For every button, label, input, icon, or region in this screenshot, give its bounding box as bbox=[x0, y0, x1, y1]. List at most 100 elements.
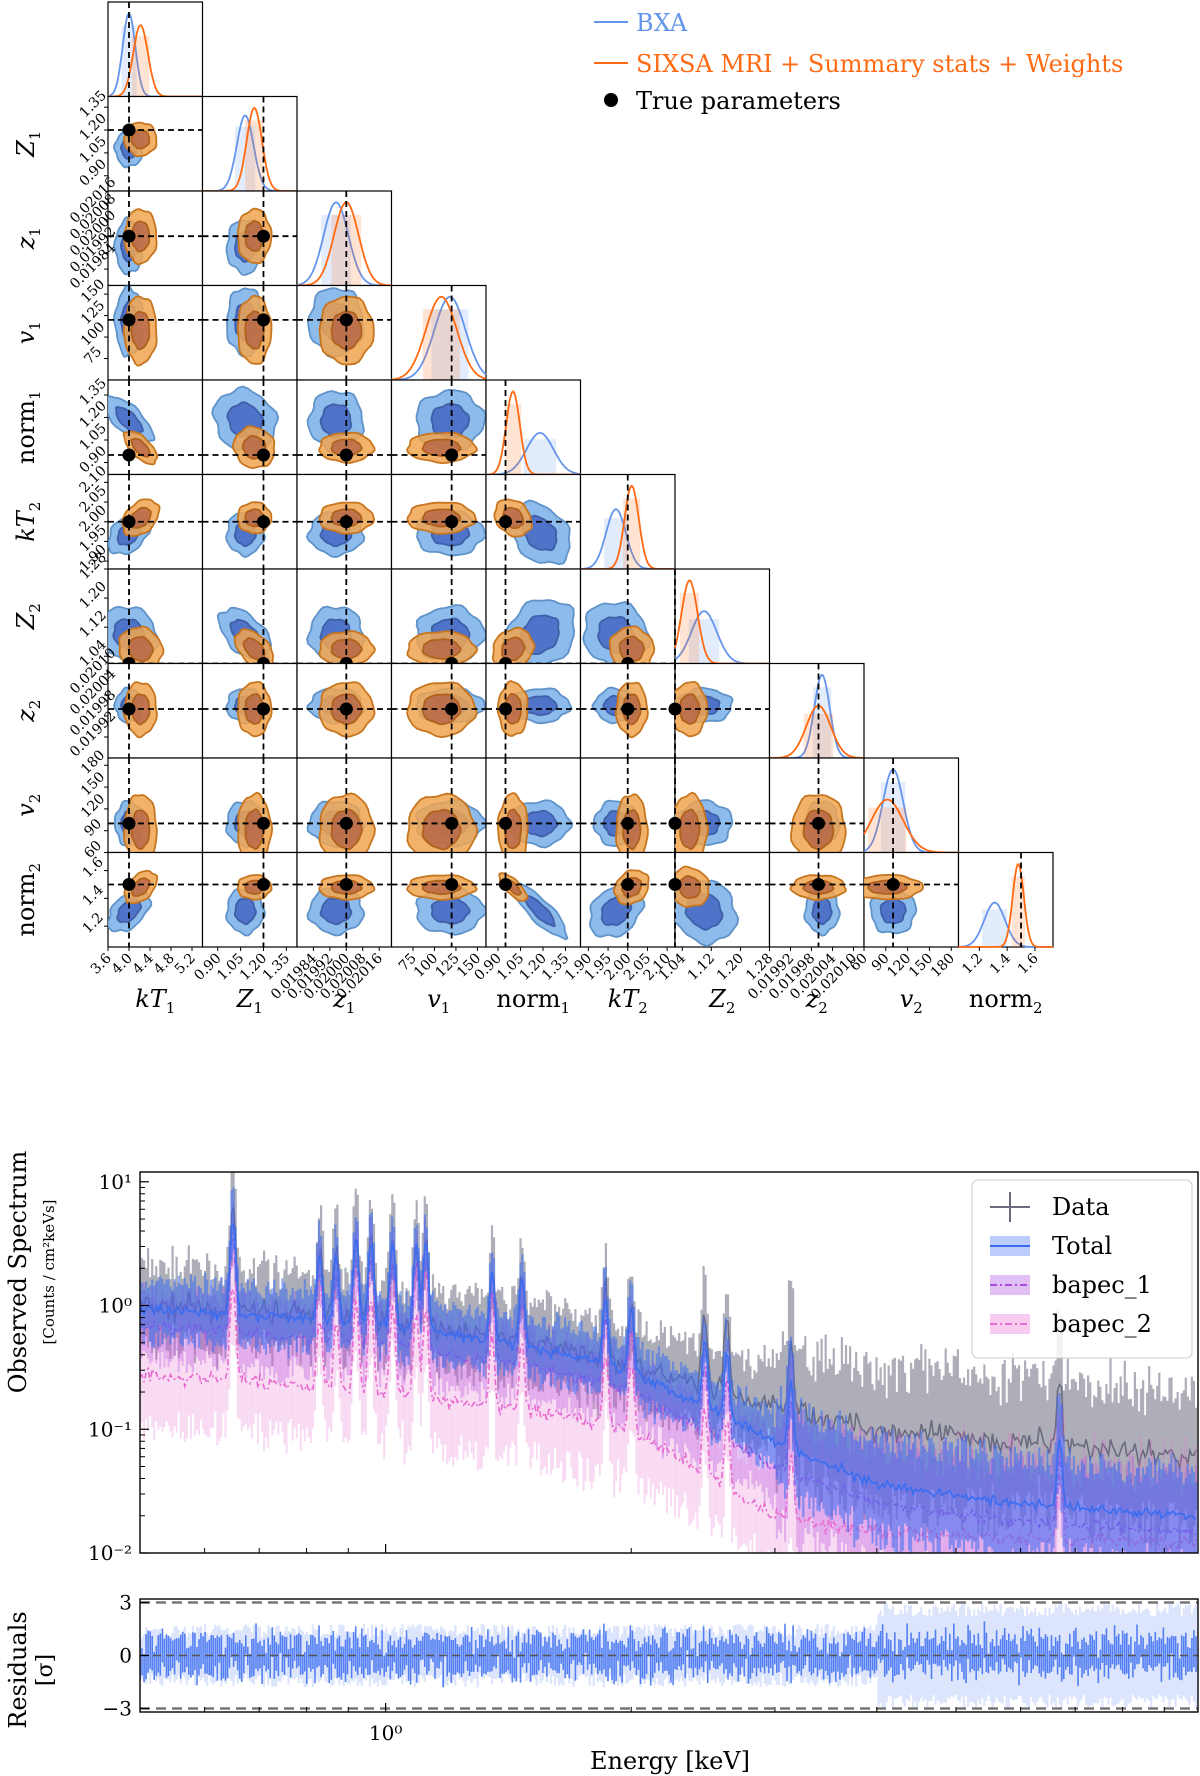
corner-legend: BXA SIXSA MRI + Summary stats + Weights … bbox=[594, 9, 1123, 115]
label-main: norm bbox=[12, 400, 40, 464]
true-value-marker bbox=[256, 816, 270, 830]
residuals-y-label: Residuals bbox=[4, 1611, 32, 1728]
sixsa-credible-band bbox=[868, 807, 907, 853]
corner-panel-norm_1-vs-kT_1 bbox=[107, 379, 204, 476]
label-sub: 1 bbox=[26, 390, 44, 400]
label-main: kT bbox=[608, 985, 641, 1013]
label-sub: 2 bbox=[913, 999, 923, 1017]
corner-panel-Z_2-vs-kT_1 bbox=[107, 568, 204, 670]
label-main: Z bbox=[708, 985, 727, 1013]
corner-panel-Z_2-vs-norm_1 bbox=[485, 568, 582, 670]
true-value-marker bbox=[256, 515, 270, 529]
sixsa-inner-contour bbox=[130, 877, 151, 897]
true-value-marker bbox=[256, 448, 270, 462]
corner-xlabel-v_2: v2 bbox=[900, 985, 923, 1017]
label-main: z bbox=[805, 985, 819, 1013]
xtick-label-Z_2: 1.20 bbox=[714, 951, 747, 984]
bxa-credible-band bbox=[982, 909, 1008, 947]
true-value-marker bbox=[621, 816, 635, 830]
spectrum-frame bbox=[139, 1171, 1199, 1554]
true-value-marker bbox=[122, 229, 136, 243]
sixsa-inner-contour bbox=[130, 310, 151, 351]
corner-panel-Z_2-vs-Z_2 bbox=[674, 568, 771, 665]
bxa-inner-contour bbox=[879, 896, 907, 925]
true-value-marker bbox=[445, 448, 459, 462]
label-sub: 1 bbox=[26, 321, 44, 331]
true-value-marker bbox=[122, 448, 136, 462]
xtick-label-norm_2: 1.4 bbox=[987, 950, 1014, 977]
panel-contours bbox=[675, 791, 734, 853]
corner-panel-norm_1-vs-Z_1 bbox=[201, 379, 298, 476]
ytick-label-v_1: 75 bbox=[81, 344, 105, 368]
label-sub: 1 bbox=[561, 999, 571, 1017]
label-sub: 1 bbox=[346, 999, 356, 1017]
legend-true-label: True parameters bbox=[636, 87, 841, 115]
label-sub: 2 bbox=[1033, 999, 1043, 1017]
ytick-label-Z_2: 1.20 bbox=[76, 579, 109, 612]
sixsa-marginal-curve bbox=[769, 704, 864, 759]
residuals-ytick-label: 0 bbox=[119, 1644, 132, 1668]
corner-panel-kT_2-vs-kT_1 bbox=[107, 473, 204, 570]
corner-panel-v_1-vs-Z_1 bbox=[201, 284, 298, 381]
label-sub: 2 bbox=[26, 794, 44, 804]
sixsa-credible-band bbox=[245, 120, 264, 191]
true-value-marker bbox=[339, 816, 353, 830]
corner-ylabel-Z_2: Z2 bbox=[12, 603, 44, 630]
corner-ylabel-v_2: v2 bbox=[12, 794, 44, 817]
ytick-label-norm_2: 1.2 bbox=[80, 910, 107, 937]
corner-xlabel-z_2: z2 bbox=[805, 985, 828, 1017]
true-value-marker bbox=[812, 877, 825, 891]
corner-ylabel-norm_2: norm2 bbox=[12, 863, 44, 937]
corner-panel-kT_2-vs-norm_1 bbox=[485, 473, 582, 570]
panel-contours bbox=[211, 385, 280, 470]
sixsa-credible-band bbox=[1011, 876, 1025, 947]
label-sub: 2 bbox=[818, 999, 828, 1017]
panel-contours bbox=[582, 601, 656, 664]
corner-panel-v_2-vs-v_1 bbox=[390, 757, 487, 854]
corner-ylabel-v_1: v1 bbox=[12, 321, 44, 344]
bxa-inner-contour bbox=[234, 897, 257, 926]
corner-panel-z_2-vs-Z_2 bbox=[668, 662, 771, 759]
panel-frame bbox=[201, 95, 298, 192]
corner-panel-z_2-vs-kT_1 bbox=[107, 662, 204, 759]
corner-xlabel-norm_2: norm2 bbox=[969, 985, 1043, 1017]
series-line bbox=[140, 1222, 1197, 1522]
panel-frame bbox=[390, 284, 487, 381]
spectrum-ytick-label: 10¹ bbox=[99, 1170, 132, 1194]
sixsa-inner-contour bbox=[330, 438, 363, 457]
corner-panel-Z_1-vs-kT_1 bbox=[107, 95, 204, 192]
corner-panel-Z_2-vs-Z_1 bbox=[201, 568, 298, 670]
label-sub: 1 bbox=[253, 999, 263, 1017]
label-main: z bbox=[12, 236, 40, 250]
sixsa-marginal-curve bbox=[958, 863, 1053, 948]
corner-ylabel-z_2: z2 bbox=[12, 700, 44, 723]
sixsa-inner-contour bbox=[421, 638, 462, 660]
true-value-marker bbox=[499, 515, 512, 529]
corner-panel-z_2-vs-z_1 bbox=[296, 662, 393, 759]
panel-frame bbox=[957, 851, 1054, 948]
residuals-series bbox=[140, 1601, 1198, 1710]
corner-panel-z_2-vs-Z_1 bbox=[201, 662, 298, 759]
panel-frame bbox=[107, 1, 204, 98]
legend-total-label: Total bbox=[1052, 1232, 1112, 1260]
true-value-marker bbox=[621, 702, 635, 716]
ytick-label-norm_2: 1.4 bbox=[80, 882, 107, 909]
true-value-marker bbox=[122, 313, 136, 327]
panel-contours bbox=[498, 872, 569, 941]
corner-panel-z_2-vs-v_1 bbox=[390, 662, 487, 759]
spectrum-y-unit: [Counts / cm²keVs] bbox=[40, 1200, 58, 1345]
corner-xlabel-v_1: v1 bbox=[427, 985, 450, 1017]
panel-frame bbox=[768, 662, 865, 759]
sixsa-credible-band bbox=[422, 309, 460, 380]
true-value-marker bbox=[668, 702, 682, 716]
label-main: norm bbox=[12, 872, 40, 936]
true-value-marker bbox=[668, 816, 682, 830]
sixsa-marginal-curve bbox=[297, 201, 392, 287]
residuals-ytick-label: 3 bbox=[119, 1591, 132, 1615]
sixsa-inner-contour bbox=[130, 809, 151, 851]
residuals-ytick-label: −3 bbox=[103, 1696, 132, 1720]
label-main: norm bbox=[496, 985, 560, 1013]
label-sub: 2 bbox=[26, 700, 44, 710]
spectrum-legend: Data Total bapec_1 bapec_2 bbox=[971, 1179, 1193, 1359]
label-main: kT bbox=[135, 985, 168, 1013]
